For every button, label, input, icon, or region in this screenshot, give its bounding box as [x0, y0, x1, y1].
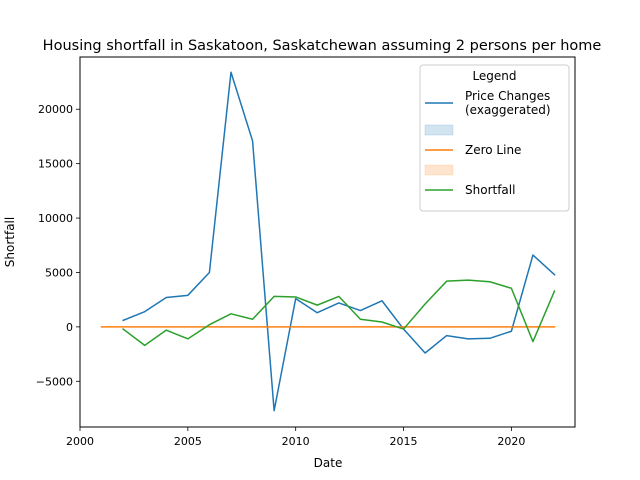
- y-tick-label: 5000: [45, 266, 73, 279]
- y-tick-label: 15000: [38, 158, 73, 171]
- y-tick-label: 0: [66, 321, 73, 334]
- legend-box: [419, 64, 570, 212]
- plot-frame: [79, 56, 576, 428]
- legend: Legend Price Changes(exaggerated) Zero Lin…: [419, 64, 570, 212]
- x-axis-label: Date: [314, 456, 343, 470]
- x-tick-label: 2005: [174, 435, 202, 448]
- y-tick-label: 20000: [38, 103, 73, 116]
- chart-title: Housing shortfall in Saskatoon, Saskatch…: [43, 38, 602, 54]
- legend-swatch-patch-1: [424, 124, 454, 136]
- y-tick-label: 10000: [38, 212, 73, 225]
- x-tick-label: 2000: [66, 435, 94, 448]
- series-line-2: [122, 279, 556, 347]
- legend-label-2: Zero Line: [465, 143, 521, 157]
- legend-label-0: (exaggerated): [465, 103, 551, 117]
- legend-label-4: Shortfall: [465, 183, 515, 197]
- legend-title: Legend: [472, 69, 516, 83]
- x-tick-label: 2010: [282, 435, 310, 448]
- legend-swatch-patch-3: [424, 164, 454, 176]
- x-tick-label: 2020: [497, 435, 525, 448]
- series-line-0: [122, 71, 556, 412]
- y-axis-label: Shortfall: [3, 217, 17, 267]
- x-tick-label: 2015: [390, 435, 418, 448]
- y-tick-label: −5000: [36, 375, 73, 388]
- legend-label-0: Price Changes: [465, 89, 550, 103]
